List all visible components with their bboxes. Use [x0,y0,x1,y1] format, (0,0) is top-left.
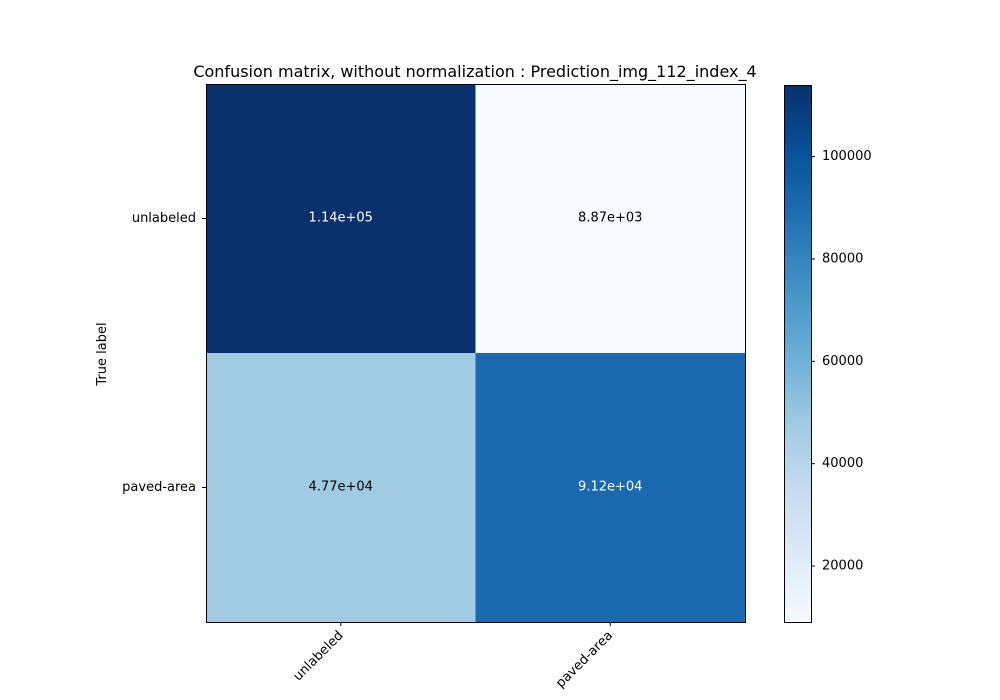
x-tick-label: unlabeled [291,628,347,684]
colorbar-gradient [784,85,811,623]
colorbar-ticks: 20000 40000 60000 80000 100000 [811,149,872,574]
matrix-cell [206,353,476,622]
matrix-cell-labels: 1.14e+05 8.87e+03 4.77e+04 9.12e+04 [309,211,643,495]
colorbar-frame [784,85,812,623]
colorbar-tick-label: 100000 [822,149,872,164]
y-axis-ticks: unlabeled paved-area [122,211,206,495]
colorbar-tick-label: 20000 [822,559,863,574]
matrix-cells [206,84,745,622]
matrix-cell [206,84,476,353]
y-tick-label: paved-area [122,480,196,495]
x-axis-ticks: unlabeled paved-area [291,622,616,691]
matrix-cell [475,353,745,622]
cell-value-label: 1.14e+05 [309,211,373,226]
cell-value-label: 8.87e+03 [578,211,642,226]
colorbar-tick-label: 80000 [822,251,863,266]
y-axis-label: True label [95,322,110,386]
chart-title: Confusion matrix, without normalization … [193,62,756,82]
x-tick-label: paved-area [553,628,616,691]
matrix-cell [475,84,745,353]
y-tick-label: unlabeled [132,211,196,226]
colorbar-tick-label: 40000 [822,456,863,471]
plot-frame [206,84,746,623]
cell-value-label: 4.77e+04 [309,480,373,495]
colorbar-tick-label: 60000 [822,354,863,369]
cell-value-label: 9.12e+04 [578,480,642,495]
